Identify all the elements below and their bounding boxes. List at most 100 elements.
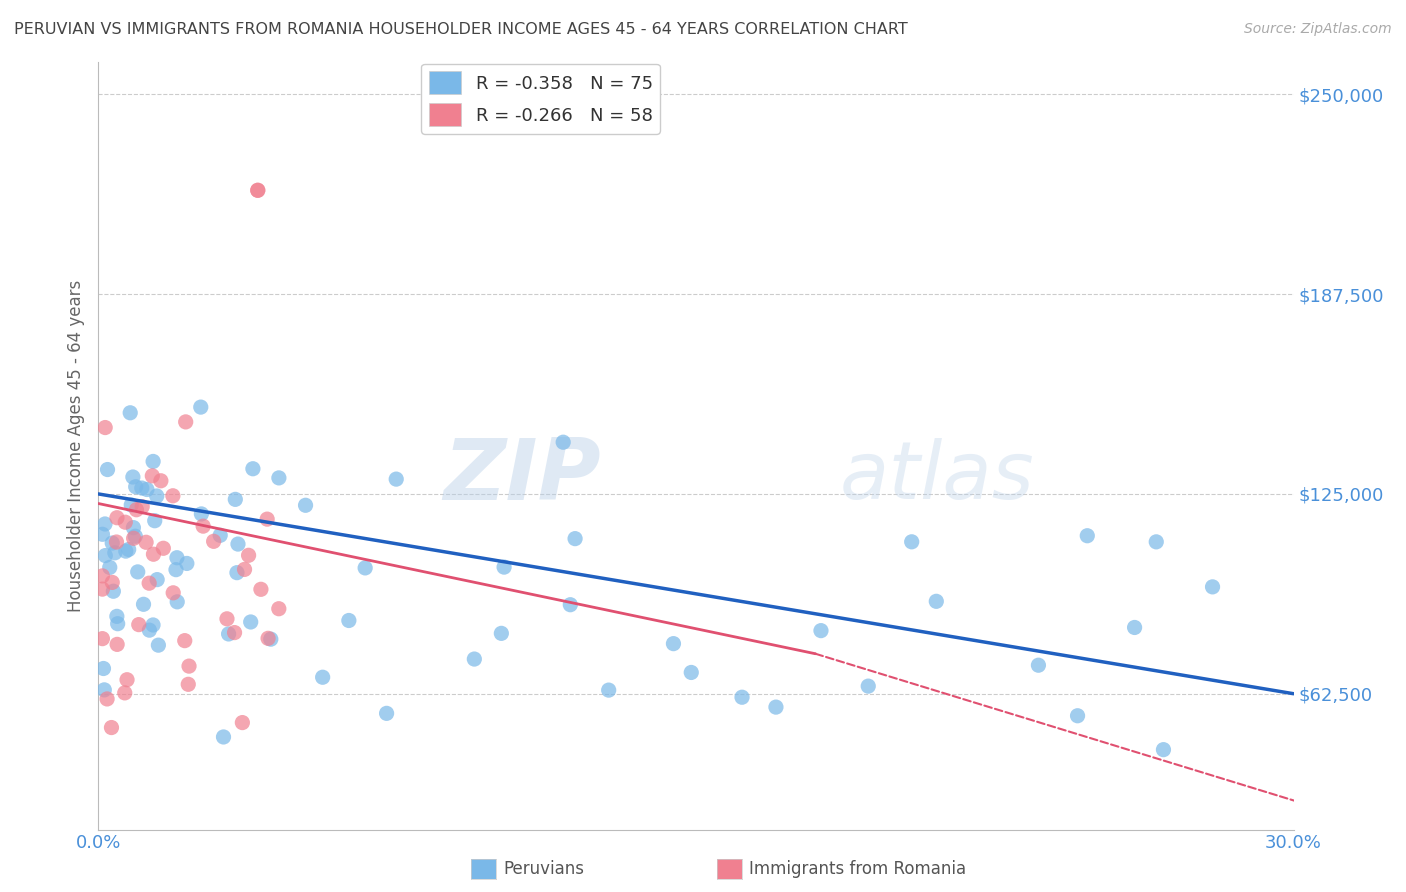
Point (491, 626, 513, 640)
Y-axis label: Householder Income Ages 45 - 64 years: Householder Income Ages 45 - 64 years (66, 280, 84, 612)
Point (215, 612, 238, 626)
Point (105, 637, 128, 651)
Point (145, 489, 167, 503)
Point (209, 528, 232, 542)
Point (662, 637, 685, 651)
Point (135, 535, 157, 549)
Point (202, 534, 225, 549)
Point (173, 633, 195, 648)
Point (100, 721, 122, 735)
Point (375, 706, 398, 721)
Point (166, 595, 188, 609)
Point (494, 560, 516, 574)
Point (131, 500, 153, 514)
Point (146, 573, 169, 587)
Point (174, 415, 197, 429)
Point (94, 549, 117, 563)
Point (128, 617, 150, 632)
Point (242, 461, 264, 475)
Point (141, 468, 163, 483)
Point (224, 625, 246, 640)
Point (1144, 534, 1167, 549)
Point (257, 632, 280, 646)
Point (1123, 620, 1146, 634)
Point (177, 677, 200, 691)
Point (105, 535, 128, 549)
Point (107, 616, 129, 631)
Point (463, 652, 485, 666)
Text: Source: ZipAtlas.com: Source: ZipAtlas.com (1244, 22, 1392, 37)
Point (226, 537, 249, 551)
Point (226, 566, 249, 580)
Point (132, 597, 155, 611)
Point (858, 679, 880, 693)
Point (148, 638, 170, 652)
Text: atlas: atlas (839, 438, 1035, 516)
Point (96, 692, 118, 706)
Point (224, 492, 246, 507)
Point (233, 562, 256, 576)
Point (190, 507, 212, 521)
Point (176, 557, 198, 571)
Point (120, 498, 142, 512)
Point (136, 483, 159, 497)
Point (124, 529, 146, 543)
Point (553, 435, 575, 450)
Point (104, 546, 127, 560)
Point (250, 582, 273, 597)
Text: PERUVIAN VS IMMIGRANTS FROM ROMANIA HOUSEHOLDER INCOME AGES 45 - 64 YEARS CORREL: PERUVIAN VS IMMIGRANTS FROM ROMANIA HOUS… (14, 22, 908, 37)
Point (385, 472, 408, 486)
Text: Peruvians: Peruvians (503, 860, 585, 878)
Point (142, 547, 165, 561)
Point (260, 632, 283, 647)
Point (142, 454, 165, 468)
Point (162, 489, 184, 503)
Point (149, 474, 172, 488)
Point (731, 690, 754, 705)
Point (354, 561, 377, 575)
Point (1028, 658, 1050, 673)
Point (142, 618, 165, 632)
Point (191, 519, 214, 533)
Point (118, 542, 141, 557)
Point (114, 515, 136, 529)
Point (190, 400, 212, 414)
Point (122, 470, 145, 484)
Point (165, 563, 187, 577)
Point (125, 480, 148, 494)
Point (91, 582, 114, 596)
Point (231, 715, 253, 730)
Point (311, 670, 333, 684)
Point (94, 516, 117, 531)
Point (101, 536, 124, 550)
Point (105, 510, 128, 524)
Point (127, 565, 149, 579)
Point (138, 623, 160, 637)
Point (114, 686, 136, 700)
Point (152, 541, 174, 556)
Point (115, 673, 138, 687)
Point (294, 498, 316, 512)
Point (103, 584, 125, 599)
Point (560, 598, 582, 612)
Point (120, 406, 142, 420)
Point (93, 661, 115, 675)
Text: Immigrants from Romania: Immigrants from Romania (749, 860, 966, 878)
Point (598, 683, 620, 698)
Point (337, 614, 360, 628)
Point (681, 665, 703, 680)
Point (143, 514, 166, 528)
Point (122, 521, 145, 535)
Point (239, 615, 262, 629)
Point (138, 576, 160, 591)
Point (96, 462, 118, 476)
Point (1076, 529, 1098, 543)
Legend: R = -0.358   N = 75, R = -0.266   N = 58: R = -0.358 N = 75, R = -0.266 N = 58 (422, 64, 659, 134)
Point (256, 512, 278, 526)
Point (91, 632, 114, 646)
Point (93, 682, 115, 697)
Point (101, 575, 124, 590)
Point (564, 532, 586, 546)
Point (114, 544, 136, 558)
Point (177, 659, 200, 673)
